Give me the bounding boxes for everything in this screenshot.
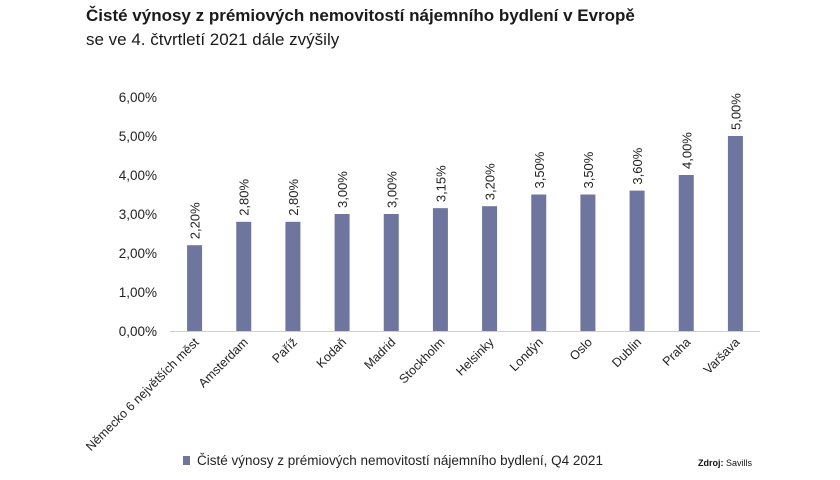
data-label: 3,00% xyxy=(384,171,399,208)
bar xyxy=(432,208,448,331)
bar xyxy=(678,175,694,331)
chart-title: Čisté výnosy z prémiových nemovitostí ná… xyxy=(86,6,635,25)
x-tick-label: Paříž xyxy=(269,335,300,366)
bar xyxy=(285,221,301,331)
data-label: 2,20% xyxy=(188,202,203,239)
y-tick-label: 5,00% xyxy=(119,129,157,144)
bar xyxy=(482,206,498,331)
x-tick-label: Dublin xyxy=(609,335,644,370)
y-tick-label: 3,00% xyxy=(119,207,157,222)
y-tick-label: 6,00% xyxy=(119,90,157,105)
y-tick-label: 0,00% xyxy=(119,324,157,339)
source-value: Savills xyxy=(726,458,753,468)
x-tick-label: Londýn xyxy=(507,335,546,374)
legend-swatch xyxy=(183,456,190,465)
x-tick-label: Kodaň xyxy=(314,335,349,370)
x-tick-label: Amsterdam xyxy=(196,335,251,390)
data-label: 5,00% xyxy=(728,93,743,130)
data-label: 3,50% xyxy=(581,151,596,188)
data-label: 4,00% xyxy=(679,132,694,169)
x-tick-label: Madrid xyxy=(361,335,398,372)
chart-legend: Čisté výnosy z prémiových nemovitostí ná… xyxy=(183,453,603,468)
legend-label: Čisté výnosy z prémiových nemovitostí ná… xyxy=(197,453,603,468)
bar xyxy=(187,245,203,331)
x-tick-label: Varšava xyxy=(701,335,743,377)
y-tick-label: 4,00% xyxy=(119,168,157,183)
data-label: 3,00% xyxy=(335,171,350,208)
x-tick-label: Helsinky xyxy=(453,335,497,379)
bar xyxy=(629,190,645,331)
source-note: Zdroj: Savills xyxy=(698,458,752,468)
bar xyxy=(531,194,547,331)
chart-subtitle: se ve 4. čtvrtletí 2021 dále zvýšily xyxy=(86,30,340,49)
bar xyxy=(236,221,252,331)
y-tick-label: 1,00% xyxy=(119,285,157,300)
data-label: 3,20% xyxy=(483,163,498,200)
bar xyxy=(334,214,350,331)
data-label: 2,80% xyxy=(286,178,301,215)
source-label: Zdroj: xyxy=(698,458,724,468)
bar xyxy=(383,214,399,331)
data-label: 3,50% xyxy=(532,151,547,188)
x-tick-label: Stockholm xyxy=(396,335,447,386)
bar xyxy=(580,194,596,331)
data-label: 3,15% xyxy=(433,165,448,202)
data-label: 3,60% xyxy=(630,147,645,184)
x-tick-label: Praha xyxy=(660,335,694,369)
data-label: 2,80% xyxy=(237,178,252,215)
x-tick-label: Německo 6 největších měst xyxy=(83,335,202,454)
y-tick-label: 2,00% xyxy=(119,246,157,261)
x-tick-label: Oslo xyxy=(567,335,595,363)
bar xyxy=(727,136,743,331)
